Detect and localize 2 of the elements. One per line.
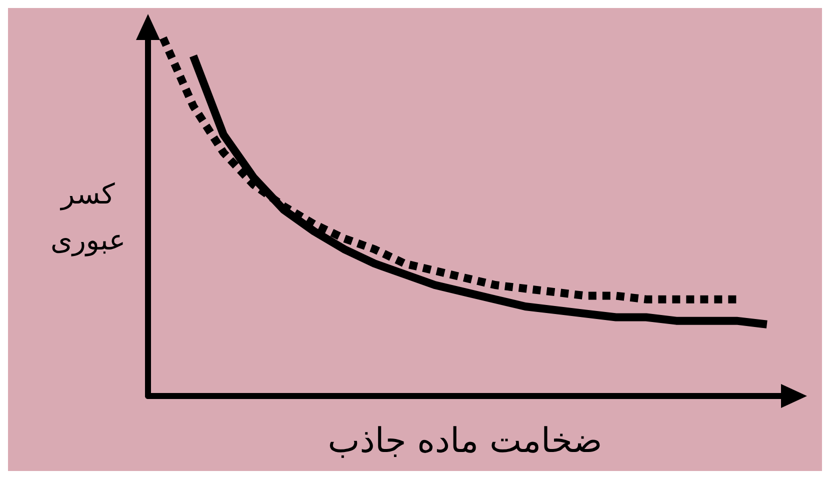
y-axis-title: کسر عبوری xyxy=(50,178,126,256)
x-axis-title: ضخامت ماده جاذب xyxy=(328,421,602,461)
